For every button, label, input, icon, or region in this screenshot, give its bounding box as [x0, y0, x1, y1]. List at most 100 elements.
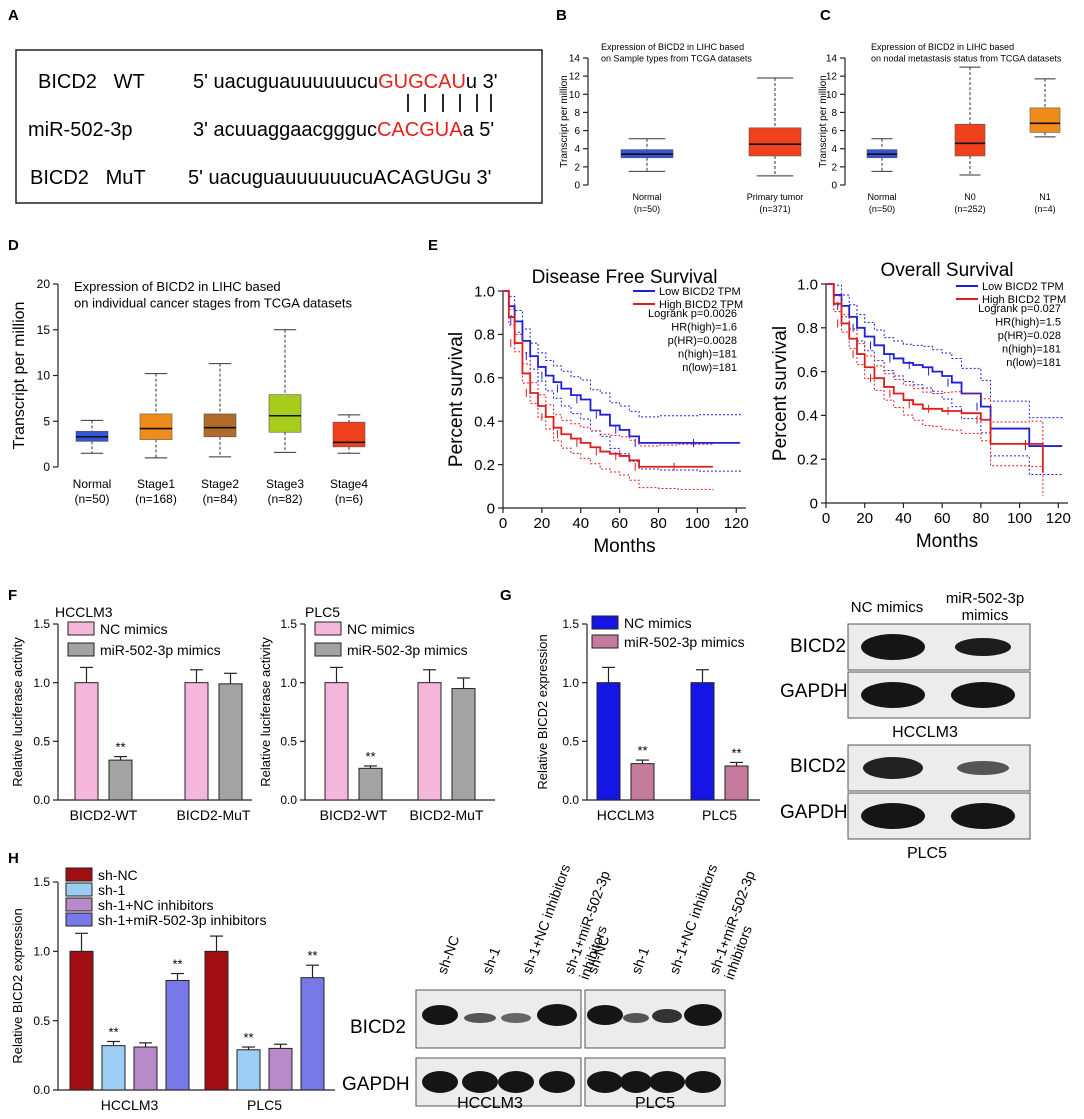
blot-g-row-gapdh-2: GAPDH — [780, 802, 848, 823]
legend-label: NC mimics — [624, 615, 692, 631]
x-tick-label: 100 — [685, 515, 710, 532]
significance-mark: ** — [108, 1024, 118, 1039]
bar — [690, 682, 715, 801]
chart-e1-survival: 0 0.2 0.4 0.6 0.8 1.0 0 20 40 60 80 100 120 Months Per… — [446, 267, 749, 557]
x-category-label: Stage4 — [330, 477, 368, 491]
x-category-label: Normal — [632, 192, 661, 202]
blot-g-cell-hcclm3: HCCLM3 — [892, 724, 958, 741]
blot-h-col-6: sh-1 — [628, 945, 652, 976]
y-tick-label: 0.6 — [797, 364, 818, 381]
legend-swatch — [65, 912, 93, 927]
chart-d-boxplot: 0 5 10 15 20 Transcript per million Expression… — [11, 277, 368, 506]
bar — [69, 950, 94, 1091]
y-tick-label: 0.0 — [33, 1083, 50, 1097]
bar — [724, 765, 749, 801]
y-tick-label: 1.5 — [33, 875, 50, 889]
survival-curve-high — [826, 283, 1044, 473]
blot-h-column-labels: sh-NC sh-1 sh-1+NC inhibitors sh-1+miR-5… — [434, 862, 758, 982]
panel-label-g: G — [500, 587, 512, 604]
x-category-label: BICD2-WT — [70, 807, 138, 823]
survival-curve-high — [503, 290, 713, 468]
blot-band — [684, 1004, 722, 1026]
legend-label: High BICD2 TPM — [659, 299, 743, 311]
y-tick-label: 1.5 — [33, 617, 50, 631]
legend-label: miR-502-3p mimics — [347, 642, 468, 658]
y-tick-label: 8 — [574, 108, 580, 119]
y-tick-label: 1.5 — [280, 617, 297, 631]
y-tick-label: 12 — [826, 72, 838, 83]
x-category-label: BICD2-WT — [320, 807, 388, 823]
legend-label: miR-502-3p mimics — [624, 634, 745, 650]
y-tick-label: 4 — [831, 144, 837, 155]
bar — [596, 682, 621, 801]
x-category-n: (n=50) — [634, 204, 660, 214]
blot-band — [861, 682, 925, 708]
box-iqr — [954, 123, 986, 157]
y-tick-label: 1.0 — [562, 676, 579, 690]
y-tick-label: 0.5 — [33, 1014, 50, 1028]
x-category-n: (n=252) — [954, 204, 985, 214]
significance-mark: ** — [243, 1030, 253, 1045]
blot-g-row-bicd2-1: BICD2 — [790, 636, 846, 657]
chart-title: Expression of BICD2 in LIHC based on indi… — [74, 279, 352, 310]
x-tick-label: 100 — [1007, 510, 1032, 527]
y-tick-label: 0 — [487, 500, 495, 517]
x-tick-label: 40 — [572, 515, 589, 532]
legend-label: Low BICD2 TPM — [982, 281, 1064, 293]
bar — [74, 682, 99, 801]
x-category-label: Stage3 — [266, 477, 304, 491]
box-group: Normal (n=50) — [620, 138, 674, 214]
y-tick-label: 0.0 — [280, 793, 297, 807]
x-category-label: BICD2-MuT — [410, 807, 484, 823]
x-tick-label: 120 — [1046, 510, 1071, 527]
box-group: Stage2(n=84) — [201, 363, 239, 506]
x-category-n: (n=168) — [135, 492, 177, 506]
y-tick-label: 2 — [574, 162, 580, 173]
y-tick-label: 2 — [831, 162, 837, 173]
legend-swatch — [314, 621, 342, 636]
bar — [165, 979, 190, 1091]
x-category-label: Stage1 — [137, 477, 175, 491]
survival-stat: n(low)=181 — [682, 362, 737, 374]
sequence-frame — [15, 49, 543, 204]
panel-g-western-blot: NC mimics miR-502-3p mimics BICD2 GAPDH B… — [780, 590, 1031, 862]
panel-labels: A B C D E F G H — [8, 7, 831, 867]
y-tick-label: 10 — [37, 369, 51, 383]
y-tick-label: 10 — [826, 90, 838, 101]
mir-502-suffix: a 5' — [463, 119, 495, 141]
panel-label-f: F — [8, 587, 17, 604]
chart-b-boxplot: 0 2 4 6 8 10 12 14 Transcript per million Express… — [559, 42, 803, 214]
x-category-n: (n=50) — [869, 204, 895, 214]
x-category-label: Primary tumor — [747, 192, 804, 202]
x-category-n: (n=50) — [74, 492, 109, 506]
x-category-label: N1 — [1039, 192, 1051, 202]
survival-stat: p(HR)=0.028 — [998, 330, 1061, 342]
bicd2-wt-suffix: u 3' — [466, 71, 498, 93]
blot-band — [649, 1071, 685, 1093]
survival-ci-lower — [826, 283, 1044, 496]
y-tick-label: 0.0 — [562, 793, 579, 807]
bar — [417, 682, 442, 801]
panel-a-sequence-box: BICD2 WT 5' uacuguauuuuuucuGUGCAUu 3' mi… — [15, 49, 543, 204]
bar — [184, 682, 209, 801]
y-axis-label: Transcript per million — [11, 302, 28, 450]
pairing-lines — [407, 94, 492, 112]
survival-stat: n(low)=181 — [1006, 357, 1061, 369]
x-tick-label: 40 — [895, 510, 912, 527]
x-category-label: PLC5 — [702, 807, 737, 823]
box-iqr — [1029, 107, 1061, 133]
legend-swatch — [591, 615, 619, 630]
box-group: Normal (n=50) — [866, 138, 898, 214]
chart-title: HCCLM3 — [55, 604, 113, 620]
blot-g-cell-plc5: PLC5 — [907, 845, 947, 862]
x-tick-label: 120 — [724, 515, 749, 532]
y-tick-label: 1.0 — [33, 945, 50, 959]
survival-ci-upper — [503, 290, 714, 447]
chart-e2-survival: 0 0.2 0.4 0.6 0.8 1.0 0 20 40 60 80 100 120 Months Per… — [770, 260, 1071, 552]
panel-label-h: H — [8, 850, 19, 867]
survival-ci-upper — [503, 290, 741, 418]
x-category-label: N0 — [964, 192, 976, 202]
panel-label-d: D — [8, 237, 19, 254]
y-tick-label: 5 — [43, 414, 50, 428]
mir-502-name: miR-502-3p — [28, 119, 132, 141]
